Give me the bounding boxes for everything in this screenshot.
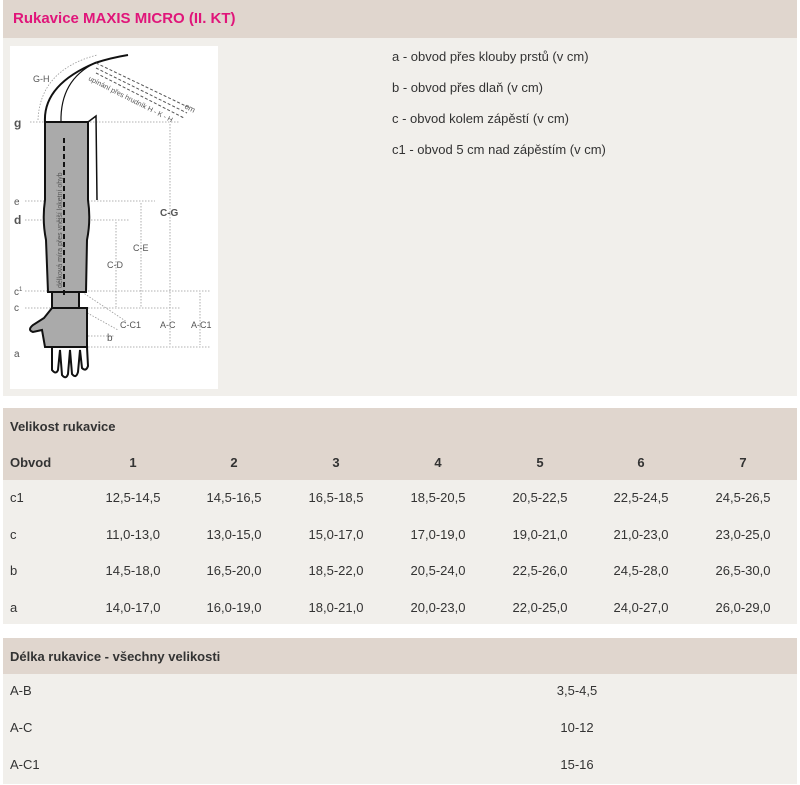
table-cell: 14,0-17,0 [105, 599, 161, 615]
length-row-label: A-C [10, 720, 33, 735]
table-cell: 16,5-18,5 [308, 490, 364, 505]
table-cell: 24,5-26,5 [715, 490, 771, 505]
legend-a: a - obvod přes klouby prstů (v cm) [392, 49, 589, 64]
legend-b: b - obvod přes dlaň (v cm) [392, 80, 544, 95]
title-band [3, 0, 797, 38]
row-label: b [10, 563, 18, 578]
table-cell: 13,0-15,0 [206, 526, 262, 542]
label-g: g [14, 116, 21, 130]
table-cell: 19,0-21,0 [512, 526, 568, 542]
table-cell: 20,5-24,0 [410, 563, 466, 578]
column-header-size: 4 [434, 455, 442, 470]
length-row-value: 10-12 [560, 720, 594, 735]
table-cell: 22,0-25,0 [512, 599, 568, 615]
legend-c1: c1 - obvod 5 cm nad zápěstím (v cm) [392, 142, 606, 157]
label-cm: cm [183, 102, 197, 115]
label-cd: C-D [107, 260, 123, 270]
table-cell: 24,0-27,0 [613, 599, 669, 615]
table-cell: 18,5-20,5 [410, 490, 466, 505]
table-cell: 21,0-23,0 [613, 526, 669, 542]
label-b: b [107, 333, 113, 344]
table-cell: 15,0-17,0 [308, 526, 364, 542]
table-cell: 18,5-22,0 [308, 563, 364, 578]
size-table: Velikost rukavice Obvod 1 2 3 4 5 6 7 c1 12,5-14… [3, 408, 797, 624]
table-cell: 14,5-18,0 [105, 563, 161, 578]
length-row-label: A-C1 [10, 757, 40, 772]
label-c: c [14, 303, 19, 314]
legend-c: c - obvod kolem zápěstí (v cm) [392, 111, 569, 126]
length-table: Délka rukavice - všechny velikosti A-B 3,… [3, 638, 797, 784]
table-cell: 26,0-29,0 [715, 599, 771, 615]
size-table-title: Velikost rukavice [10, 419, 116, 434]
label-cg: C-G [160, 208, 179, 219]
column-header-size: 1 [129, 455, 137, 470]
table-cell: 23,0-25,0 [715, 526, 771, 542]
length-row-value: 15-16 [560, 757, 594, 772]
table-cell: 14,5-16,5 [206, 490, 262, 505]
row-header: Obvod [10, 455, 52, 470]
length-table-title: Délka rukavice - všechny velikosti [10, 649, 221, 664]
label-length: délková míra přes vnější loketní ohyb [57, 172, 64, 288]
table-cell: 20,0-23,0 [410, 599, 466, 615]
label-cc1: C-C1 [120, 320, 141, 330]
label-ac1: A-C1 [191, 320, 212, 330]
table-cell: 17,0-19,0 [410, 526, 466, 542]
arm-diagram-svg: g e d c1 c a b G-H C-G C-E C-D C-C1 A-C … [14, 54, 212, 379]
table-cell: 20,5-22,5 [512, 490, 568, 505]
table-cell: 26,5-30,0 [715, 563, 771, 578]
page-title: Rukavice MAXIS MICRO (II. KT) [13, 10, 236, 27]
column-header-size: 2 [230, 455, 238, 470]
size-table-header [3, 408, 797, 480]
table-cell: 16,5-20,0 [206, 563, 262, 578]
table-cell: 11,0-13,0 [106, 526, 160, 542]
label-a: a [14, 349, 20, 360]
table-cell: 24,5-28,0 [613, 563, 669, 578]
table-cell: 22,5-24,5 [613, 490, 669, 505]
row-label: a [10, 599, 18, 615]
label-ce: C-E [133, 243, 149, 253]
label-c1: c1 [14, 287, 23, 298]
label-ac: A-C [160, 320, 176, 330]
product-panel: Rukavice MAXIS MICRO (II. KT) [3, 0, 797, 396]
column-header-size: 7 [739, 455, 747, 470]
row-label: c1 [10, 490, 24, 505]
column-header-size: 6 [637, 455, 645, 470]
measurement-diagram: g e d c1 c a b G-H C-G C-E C-D C-C1 A-C … [10, 46, 218, 389]
length-row-label: A-B [10, 683, 32, 698]
table-cell: 18,0-21,0 [308, 599, 364, 615]
column-header-size: 5 [536, 455, 544, 470]
label-gh: G-H [33, 74, 50, 84]
label-d: d [14, 213, 21, 227]
label-e: e [14, 197, 20, 208]
table-cell: 16,0-19,0 [206, 599, 262, 615]
table-cell: 12,5-14,5 [105, 490, 161, 505]
column-header-size: 3 [332, 455, 340, 470]
length-row-value: 3,5-4,5 [556, 683, 598, 698]
length-table-header [3, 638, 797, 674]
table-cell: 22,5-26,0 [512, 563, 568, 578]
row-label: c [10, 526, 17, 542]
